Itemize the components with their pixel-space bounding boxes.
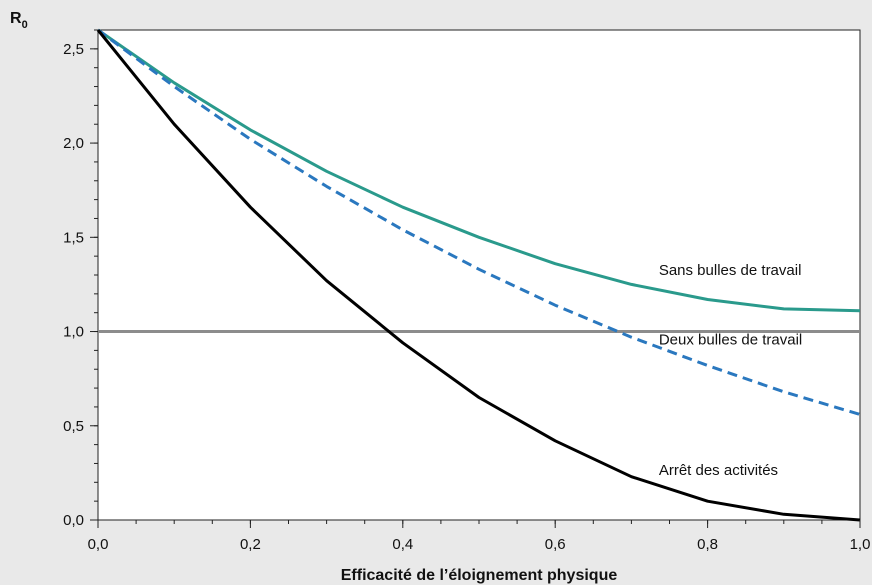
x-tick-label: 0,6 bbox=[545, 536, 566, 553]
y-axis-title: R0 bbox=[10, 10, 28, 31]
plot-area bbox=[97, 29, 861, 521]
series-line-2 bbox=[97, 28, 861, 416]
series-label-3: Arrêt des activités bbox=[659, 462, 778, 479]
x-axis-title: Efficacité de l’éloignement physique bbox=[341, 567, 618, 584]
series-label-1: Sans bulles de travail bbox=[659, 262, 802, 279]
y-tick-label: 2,0 bbox=[63, 135, 84, 152]
x-tick-label: 1,0 bbox=[850, 536, 871, 553]
y-tick-label: 0,0 bbox=[63, 512, 84, 529]
x-tick-label: 0,4 bbox=[392, 536, 413, 553]
y-axis-title-main: R bbox=[10, 10, 22, 27]
x-tick-label: 0,8 bbox=[697, 536, 718, 553]
y-tick-label: 0,5 bbox=[63, 418, 84, 435]
y-axis-title-subscript: 0 bbox=[22, 19, 28, 31]
y-tick-label: 1,5 bbox=[63, 229, 84, 246]
x-tick-label: 0,0 bbox=[88, 536, 109, 553]
series-line-1 bbox=[97, 28, 861, 313]
x-tick-label: 0,2 bbox=[240, 536, 261, 553]
y-tick-label: 2,5 bbox=[63, 41, 84, 58]
series-line-3 bbox=[96, 29, 861, 522]
series-label-2: Deux bulles de travail bbox=[659, 332, 802, 349]
y-tick-label: 1,0 bbox=[63, 324, 84, 341]
